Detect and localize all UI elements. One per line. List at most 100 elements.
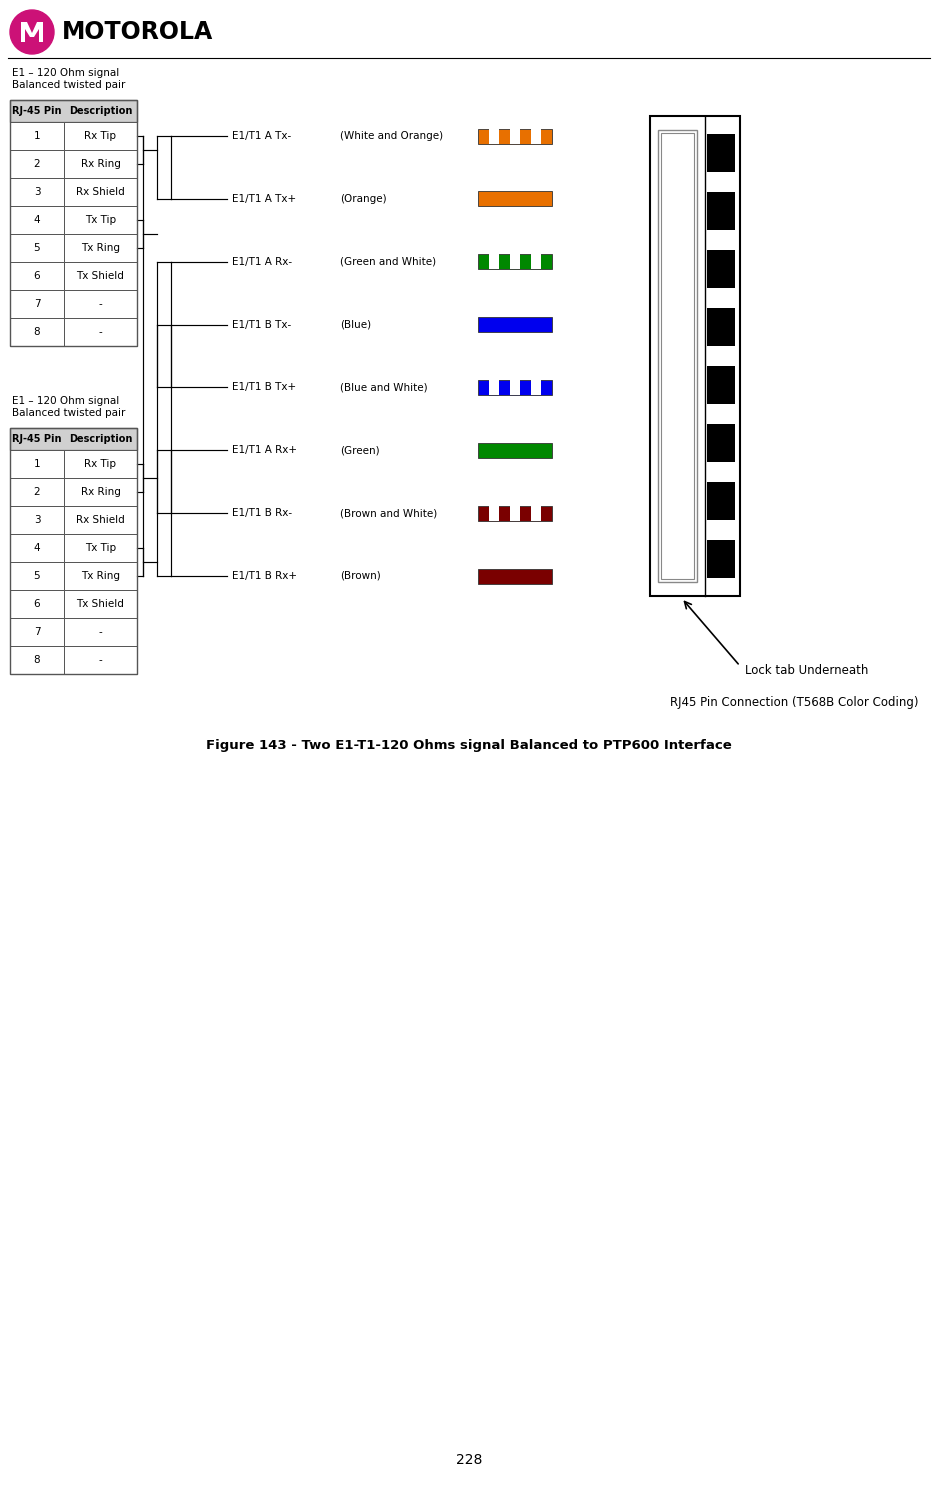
Text: -: -: [98, 654, 102, 665]
Bar: [10, 178, 64, 206]
Text: Lock tab Underneath: Lock tab Underneath: [745, 665, 869, 677]
Text: RJ45 Pin Connection (T568B Color Coding): RJ45 Pin Connection (T568B Color Coding): [670, 696, 918, 710]
Bar: [509, 128, 521, 143]
Text: 8: 8: [34, 327, 40, 338]
Text: -: -: [98, 327, 102, 338]
Text: 6: 6: [34, 599, 40, 610]
Bar: [478, 442, 552, 457]
Bar: [64, 533, 137, 562]
Text: RJ-45 Pin: RJ-45 Pin: [12, 433, 62, 444]
Bar: [478, 128, 552, 143]
Text: Rx Ring: Rx Ring: [81, 487, 120, 498]
Bar: [10, 533, 64, 562]
Text: 1: 1: [34, 131, 40, 140]
Text: Pin 6: Pin 6: [648, 445, 675, 456]
Text: Rx Tip: Rx Tip: [84, 131, 116, 140]
Circle shape: [10, 10, 54, 54]
Bar: [489, 379, 499, 394]
Text: Rx Ring: Rx Ring: [81, 158, 120, 169]
Text: E1/T1 B Tx-: E1/T1 B Tx-: [232, 320, 292, 330]
Bar: [64, 123, 137, 149]
Bar: [10, 206, 64, 235]
Text: -: -: [98, 299, 102, 309]
Bar: [661, 133, 694, 580]
Text: E1/T1 A Rx+: E1/T1 A Rx+: [232, 445, 297, 456]
Bar: [509, 505, 521, 520]
Text: (Brown): (Brown): [340, 571, 381, 581]
Bar: [531, 128, 541, 143]
Text: 7: 7: [34, 299, 40, 309]
Text: Pin 5: Pin 5: [648, 382, 675, 393]
Text: 4: 4: [34, 542, 40, 553]
Text: E1/T1 A Tx-: E1/T1 A Tx-: [232, 131, 292, 140]
Text: Tx Shield: Tx Shield: [77, 599, 125, 610]
Bar: [10, 261, 64, 290]
Bar: [64, 290, 137, 318]
Bar: [10, 645, 64, 674]
Text: Tx Tip: Tx Tip: [85, 215, 116, 226]
Bar: [10, 100, 137, 347]
Bar: [10, 123, 64, 149]
Bar: [707, 483, 735, 520]
Bar: [64, 450, 137, 478]
Text: 3: 3: [34, 515, 40, 524]
Bar: [707, 308, 735, 345]
Bar: [531, 254, 541, 269]
Bar: [650, 117, 740, 596]
Text: 8: 8: [34, 654, 40, 665]
Text: Rx Shield: Rx Shield: [76, 515, 125, 524]
Bar: [10, 562, 64, 590]
Text: 2: 2: [34, 158, 40, 169]
Bar: [10, 427, 137, 674]
Text: 3: 3: [34, 187, 40, 197]
Bar: [10, 427, 137, 450]
Text: 228: 228: [456, 1454, 482, 1467]
Bar: [478, 569, 552, 584]
Text: E1/T1 A Tx+: E1/T1 A Tx+: [232, 194, 296, 203]
Bar: [64, 149, 137, 178]
Text: -: -: [98, 627, 102, 636]
Text: 5: 5: [34, 244, 40, 252]
Bar: [10, 478, 64, 506]
Bar: [10, 506, 64, 533]
Bar: [10, 590, 64, 619]
Bar: [64, 478, 137, 506]
Bar: [64, 178, 137, 206]
Text: (White and Orange): (White and Orange): [340, 131, 443, 140]
Bar: [478, 317, 552, 332]
Text: Tx Ring: Tx Ring: [81, 571, 120, 581]
Text: RJ-45 Pin: RJ-45 Pin: [12, 106, 62, 117]
Bar: [478, 191, 552, 206]
Text: E1/T1 B Tx+: E1/T1 B Tx+: [232, 382, 296, 393]
Text: (Blue and White): (Blue and White): [340, 382, 428, 393]
Text: E1/T1 B Rx-: E1/T1 B Rx-: [232, 508, 292, 518]
Text: E1/T1 B Rx+: E1/T1 B Rx+: [232, 571, 297, 581]
Bar: [64, 562, 137, 590]
Text: Rx Shield: Rx Shield: [76, 187, 125, 197]
Bar: [707, 134, 735, 172]
Text: 4: 4: [34, 215, 40, 226]
Text: (Brown and White): (Brown and White): [340, 508, 437, 518]
Text: Tx Shield: Tx Shield: [77, 270, 125, 281]
Bar: [707, 424, 735, 462]
Bar: [531, 379, 541, 394]
Text: 7: 7: [34, 627, 40, 636]
Bar: [10, 290, 64, 318]
Bar: [64, 506, 137, 533]
Bar: [64, 645, 137, 674]
Text: (Orange): (Orange): [340, 194, 386, 203]
Bar: [10, 450, 64, 478]
Text: Tx Tip: Tx Tip: [85, 542, 116, 553]
Bar: [64, 590, 137, 619]
Bar: [489, 505, 499, 520]
Bar: [707, 366, 735, 403]
Bar: [489, 254, 499, 269]
Bar: [64, 261, 137, 290]
Text: Rx Tip: Rx Tip: [84, 459, 116, 469]
Text: Description: Description: [68, 433, 132, 444]
Bar: [64, 619, 137, 645]
Bar: [478, 505, 552, 520]
Bar: [10, 149, 64, 178]
Text: E1 – 120 Ohm signal
Balanced twisted pair: E1 – 120 Ohm signal Balanced twisted pai…: [12, 396, 126, 418]
Bar: [509, 254, 521, 269]
